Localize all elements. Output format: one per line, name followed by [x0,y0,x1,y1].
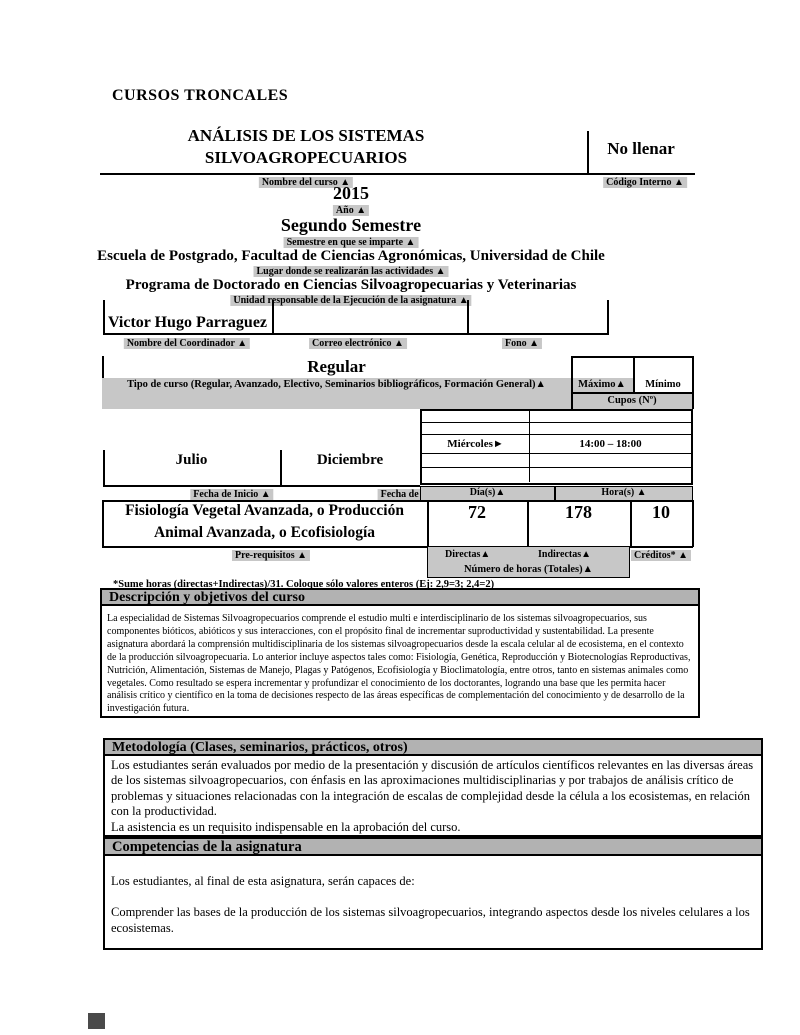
unit-value: Programa de Doctorado en Ciencias Silvoa… [125,277,577,293]
schedule-row [422,468,691,482]
semester-value: Segundo Semestre [280,215,422,235]
schedule-day-cell [422,454,530,467]
course-type-border [571,356,693,358]
coordinator-phone-label: Fono ▲ [501,338,543,349]
credits-footnote: *Sume horas (directas+Indirectas)/31. Co… [113,579,495,590]
quota-border [633,356,635,393]
schedule-hour-cell: 14:00 – 18:00 [579,438,642,450]
quota-border [571,392,693,394]
semester-label: Semestre en que se imparte ▲ [283,237,419,248]
quota-min-label: Mínimo [645,379,681,390]
dates-border [103,450,105,486]
credits-label: Créditos* ▲ [630,550,692,561]
quota-max-label: Máximo▲ [571,378,633,393]
hour-label: Hora(s) ▲ [555,486,693,501]
direct-hours-label: Directas▲ [445,549,491,560]
section-heading: CURSOS TRONCALES [112,87,289,104]
indirect-hours-label: Indirectas▲ [538,549,592,560]
schedule-row [422,454,691,468]
quota-count-label: Cupos (Nº) [571,393,693,409]
coordinator-table-border [607,300,609,334]
competencies-section-body: Los estudiantes, al final de esta asigna… [103,856,763,950]
prereq-border [102,500,104,547]
prereq-border [692,500,694,547]
schedule-hour-cell [530,454,691,467]
schedule-day-cell: Miércoles► [422,435,530,453]
direct-hours-value: 72 [468,502,486,522]
dates-border [103,485,420,487]
schedule-row [422,411,691,423]
coordinator-table-border [103,300,105,334]
schedule-day-cell [422,411,530,422]
methodology-attendance-note: La asistencia es un requisito indispensa… [111,819,461,834]
year-value: 2015 [333,183,369,203]
course-type-label: Tipo de curso (Regular, Avanzado, Electi… [102,378,571,409]
title-underline [100,173,695,175]
quota-border [571,356,573,409]
methodology-section-body: Los estudiantes serán evaluados por medi… [103,756,763,837]
start-date-value: Julio [175,452,208,468]
competencies-item: Comprender las bases de la producción de… [111,905,750,935]
total-hours-label: Número de horas (Totales)▲ [463,564,594,575]
prereq-border [427,500,429,547]
coordinator-email-label: Correo electrónico ▲ [309,338,407,349]
place-value: Escuela de Postgrado, Facultad de Cienci… [97,248,605,264]
prerequisites-line2: Animal Avanzada, o Ecofisiología [153,524,376,541]
year-label: Año ▲ [332,205,370,216]
schedule-day-cell [422,468,530,482]
dates-border [280,450,282,486]
prereq-border [630,500,632,547]
internal-code-label: Código Interno ▲ [603,177,687,188]
credits-value: 10 [652,502,670,522]
page-corner-mark [88,1013,105,1029]
methodology-paragraph: Los estudiantes serán evaluados por medi… [111,758,754,819]
schedule-hour-cell [530,411,691,422]
prereq-border [527,500,529,547]
competencies-section-header: Competencias de la asignatura [103,837,763,856]
prerequisites-line1: Fisiología Vegetal Avanzada, o Producció… [125,502,404,519]
schedule-day-cell [422,423,530,434]
description-section-header: Descripción y objetivos del curso [100,588,700,606]
description-section-body: La especialidad de Sistemas Silvoagropec… [100,606,700,718]
place-label: Lugar donde se realizarán las actividade… [253,266,449,277]
coordinator-table-border [467,300,469,334]
schedule-row [422,423,691,435]
schedule-hour-cell [530,468,691,482]
end-date-value: Diciembre [316,452,384,468]
indirect-hours-value: 178 [565,502,592,522]
coordinator-table-border [103,333,609,335]
methodology-section-header: Metodología (Clases, seminarios, práctic… [103,738,763,756]
coordinator-name-label: Nombre del Coordinador ▲ [123,338,251,349]
schedule-grid: Miércoles► 14:00 – 18:00 [420,409,693,485]
prerequisites-label: Pre-requisitos ▲ [231,550,311,561]
prereq-border [102,546,693,548]
course-title-line2: SILVOAGROPECUARIOS [204,148,408,167]
prereq-border [102,500,693,502]
total-hours-box: Directas▲ Indirectas▲ Número de horas (T… [427,547,630,578]
no-fill-note: No llenar [607,139,675,158]
competencies-intro: Los estudiantes, al final de esta asigna… [111,874,415,888]
quota-border [692,356,694,409]
coordinator-name: Victor Hugo Parraguez [107,314,268,331]
title-divider-line [587,131,589,174]
day-label: Día(s)▲ [420,486,555,501]
course-name-label: Nombre del curso ▲ [258,177,354,188]
course-type-value: Regular [307,357,366,376]
schedule-hour-cell [530,423,691,434]
start-date-label: Fecha de Inicio ▲ [190,489,274,500]
coordinator-table-border [272,300,274,334]
course-title-line1: ANÁLISIS DE LOS SISTEMAS [187,126,425,145]
unit-label: Unidad responsable de la Ejecución de la… [230,295,472,306]
schedule-row: Miércoles► 14:00 – 18:00 [422,435,691,454]
